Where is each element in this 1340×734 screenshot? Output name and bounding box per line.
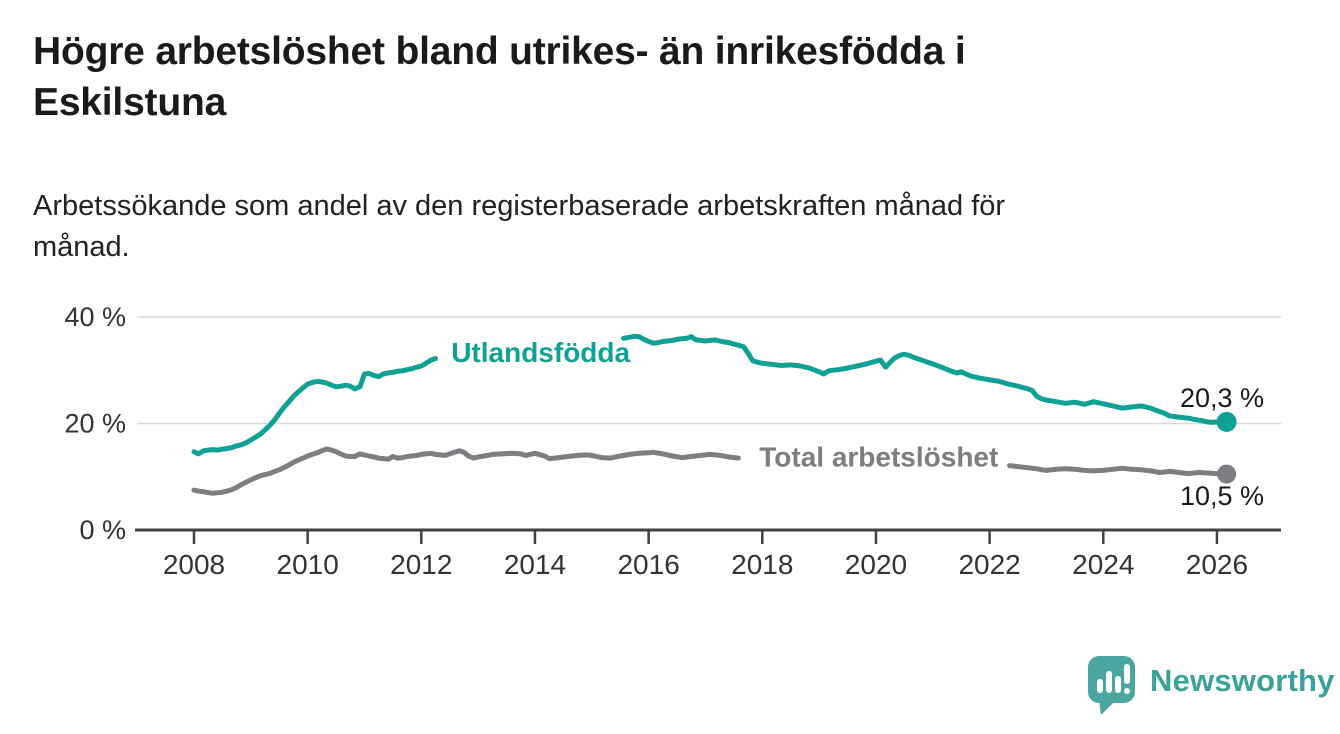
x-tick-label-2024: 2024 — [1072, 549, 1134, 580]
page-title-line-1: Högre arbetslöshet bland utrikes- än inr… — [33, 30, 966, 73]
x-tick-label-2018: 2018 — [731, 549, 793, 580]
x-tick-label-2026: 2026 — [1186, 549, 1248, 580]
series-label-0: Utlandsfödda — [451, 337, 630, 368]
x-tick-label-2022: 2022 — [958, 549, 1020, 580]
y-tick-label-0: 0 % — [79, 515, 126, 545]
series-end-dot-1 — [1217, 464, 1237, 484]
chart-subtitle-line-1: Arbetssökande som andel av den registerb… — [33, 190, 1006, 222]
newsworthy-logo-icon — [1088, 656, 1135, 715]
series-line-1-segment-0 — [191, 446, 741, 496]
series-line-0-segment-0 — [191, 356, 438, 457]
series-label-1: Total arbetslöshet — [759, 442, 998, 473]
page-title-line-2: Eskilstuna — [33, 81, 227, 124]
x-tick-label-2012: 2012 — [390, 549, 452, 580]
x-tick-label-2020: 2020 — [845, 549, 907, 580]
page-title: Högre arbetslöshet bland utrikes- än inr… — [33, 26, 966, 128]
series-end-value-label-0: 20,3 % — [1180, 383, 1264, 413]
series-end-dot-0 — [1216, 411, 1237, 432]
x-tick-label-2016: 2016 — [617, 549, 679, 580]
y-tick-label-40: 40 % — [64, 302, 126, 332]
newsworthy-wordmark: Newsworthy — [1150, 663, 1335, 698]
series-end-value-label-1: 10,5 % — [1180, 481, 1264, 511]
chart-subtitle-line-2: månad. — [33, 231, 130, 263]
newsworthy-brand: Newsworthy — [1086, 646, 1335, 716]
x-tick-label-2008: 2008 — [163, 549, 225, 580]
y-tick-label-20: 20 % — [64, 409, 126, 439]
series-line-1-segment-1 — [1007, 463, 1230, 477]
series-line-0-segment-1 — [621, 333, 1230, 425]
x-tick-label-2014: 2014 — [504, 549, 566, 580]
x-tick-label-2010: 2010 — [277, 549, 339, 580]
chart-subtitle: Arbetssökande som andel av den registerb… — [33, 186, 1005, 268]
